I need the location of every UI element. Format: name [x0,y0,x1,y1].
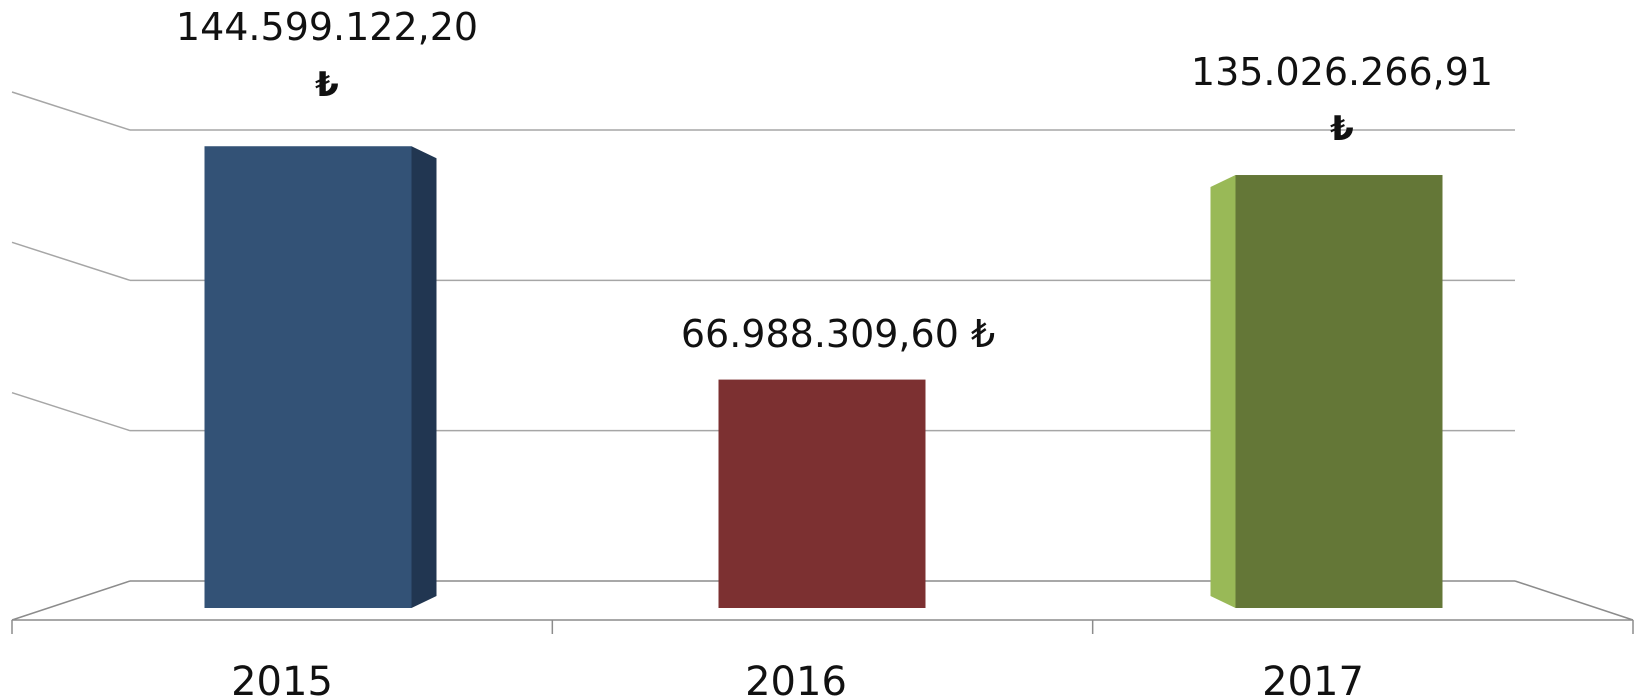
side-gridline [11,91,131,131]
category-label-2015: 2015 [231,659,333,700]
data-labels: 144.599.122,20 ₺ 66.988.309,60 ₺ 135.026.26… [176,5,1493,356]
side-gridline [11,391,131,432]
floor-right-edge [1514,580,1634,621]
bar-2016 [718,379,926,608]
category-axis: 2015 2016 2017 [11,619,1634,700]
bar-2017 [1235,175,1443,608]
bar-2015 [204,146,412,608]
floor-left-edge [11,580,131,621]
side-gridline [11,241,131,282]
data-label-2015-currency: ₺ [315,65,339,105]
category-label-2017: 2017 [1262,659,1364,700]
data-label-2016: 66.988.309,60 ₺ [681,312,995,356]
bar-2017-side [1210,175,1236,608]
data-label-2015: 144.599.122,20 [176,5,478,49]
bars [204,146,1443,608]
category-label-2016: 2016 [745,659,847,700]
data-label-2017: 135.026.266,91 [1191,50,1493,94]
bar-2015-side [411,146,437,608]
data-label-2017-currency: ₺ [1330,109,1354,149]
